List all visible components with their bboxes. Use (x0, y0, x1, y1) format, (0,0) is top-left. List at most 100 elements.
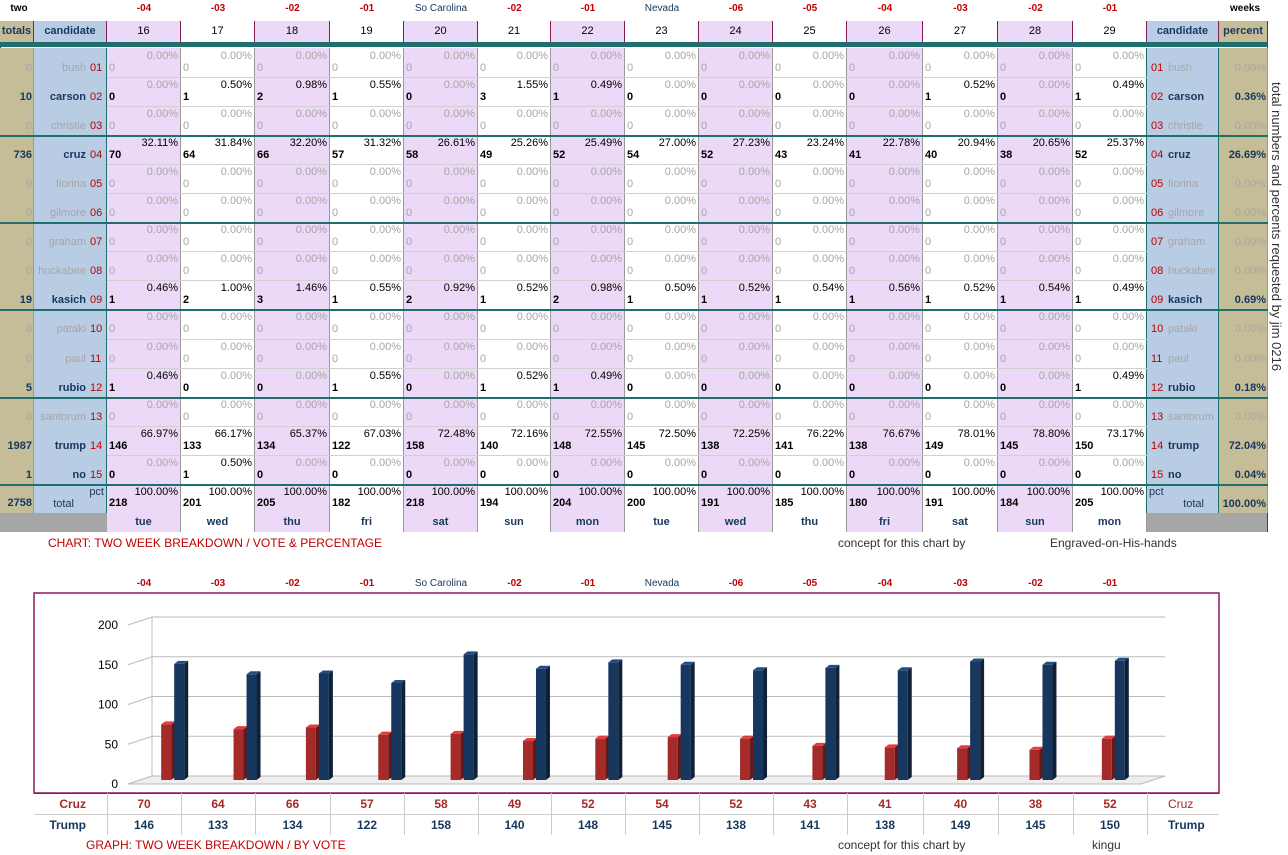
day-votes: 0 (701, 323, 708, 336)
candidate-percent: 0.69% (1234, 294, 1266, 307)
day-votes: 0 (553, 120, 560, 133)
day-percent: 0.00% (443, 311, 475, 324)
day-percent: 0.00% (1038, 253, 1070, 266)
day-votes: 0 (849, 62, 856, 74)
row-line (107, 251, 1147, 253)
day-percent: 0.98% (590, 282, 622, 295)
day-percent: 32.20% (289, 137, 327, 150)
day-percent: 0.00% (812, 369, 844, 382)
day-percent: 65.37% (289, 427, 327, 440)
day-percent: 0.00% (146, 50, 178, 62)
series-value: 38 (1028, 797, 1043, 811)
row-line (107, 425, 1147, 427)
day-percent: 0.54% (1038, 282, 1070, 295)
series-value: 149 (950, 818, 971, 832)
day-votes: 0 (1000, 236, 1007, 249)
day-votes: 0 (849, 381, 856, 394)
day-votes: 0 (775, 352, 782, 365)
day-percent: 0.00% (1038, 195, 1070, 208)
day-votes: 0 (480, 410, 487, 423)
bar-trump (391, 680, 406, 780)
row-line (107, 367, 1147, 369)
day-votes: 0 (257, 468, 264, 481)
day-votes: 0 (109, 352, 116, 365)
day-percent: 0.00% (888, 398, 920, 411)
day-votes: 0 (701, 410, 708, 423)
header-divider (0, 42, 1268, 47)
day-votes: 0 (553, 236, 560, 249)
day-votes: 0 (1075, 323, 1082, 336)
candidate-name: carson (1168, 91, 1205, 104)
day-percent: 66.17% (214, 427, 252, 440)
day-total-votes: 218 (109, 496, 128, 509)
column-header: 23 (625, 21, 699, 42)
day-total-percent: 100.00% (134, 485, 178, 498)
day-votes: 0 (627, 120, 634, 133)
day-votes: 70 (109, 149, 122, 162)
bar-trump (318, 670, 333, 780)
day-percent: 0.00% (963, 340, 995, 353)
day-percent: 0.00% (443, 398, 475, 411)
vote-bar-chart: 0 50 100 150 200 (33, 592, 1220, 794)
day-percent: 0.56% (888, 282, 920, 295)
day-votes: 0 (183, 381, 190, 394)
day-offset-label: -01 (359, 3, 375, 14)
weekday-label: fri (847, 512, 923, 532)
day-votes: 0 (257, 381, 264, 394)
graph-day-label: -03 (953, 578, 968, 589)
column-header: 26 (847, 21, 923, 42)
day-votes: 0 (775, 62, 782, 74)
day-percent: 0.00% (369, 340, 401, 353)
day-percent: 0.00% (738, 224, 770, 237)
day-percent: 0.00% (220, 253, 252, 266)
day-votes: 58 (406, 149, 419, 162)
candidate-number: 06 (1151, 207, 1164, 220)
bar-cruz (595, 735, 610, 780)
day-votes: 0 (480, 352, 487, 365)
day-percent: 0.00% (1112, 340, 1144, 353)
day-votes: 150 (1075, 439, 1094, 452)
day-votes: 0 (627, 236, 634, 249)
day-votes: 0 (925, 265, 932, 278)
day-votes: 0 (480, 468, 487, 481)
day-percent: 0.00% (664, 166, 696, 179)
day-percent: 27.00% (658, 137, 696, 150)
day-percent: 0.00% (146, 311, 178, 324)
day-percent: 0.00% (295, 456, 327, 469)
candidate-percent: 0.00% (1234, 410, 1266, 423)
day-votes: 0 (183, 265, 190, 278)
day-votes: 0 (332, 265, 339, 278)
day-votes: 43 (775, 149, 788, 162)
day-percent: 0.92% (443, 282, 475, 295)
day-votes: 0 (257, 265, 264, 278)
candidate-total: 19 (19, 294, 32, 307)
day-votes: 0 (406, 410, 413, 423)
column-bg (1073, 48, 1147, 513)
day-votes: 0 (849, 468, 856, 481)
candidate-percent: 0.00% (1234, 120, 1266, 133)
label-weeks: weeks (1229, 3, 1261, 14)
day-percent: 0.00% (1112, 224, 1144, 237)
day-percent: 76.22% (806, 427, 844, 440)
side-note: total numbers and percents requested by … (1269, 82, 1284, 372)
day-percent: 0.00% (369, 253, 401, 266)
day-total-votes: 205 (1075, 496, 1094, 509)
candidate-number: 01 (1151, 62, 1164, 74)
day-percent: 0.49% (1112, 369, 1144, 382)
candidate-number: 07 (1151, 236, 1164, 249)
day-votes: 0 (849, 265, 856, 278)
candidate-name: bush (1168, 62, 1192, 74)
candidate-percent: 0.00% (1234, 352, 1266, 365)
candidate-total: 0 (25, 352, 32, 365)
series-value: 150 (1099, 818, 1121, 832)
day-percent: 0.50% (220, 456, 252, 469)
day-votes: 0 (925, 178, 932, 191)
candidate-name: trump (54, 439, 86, 452)
candidate-total: 0 (25, 236, 32, 249)
day-percent: 0.00% (888, 253, 920, 266)
day-votes: 0 (183, 323, 190, 336)
day-votes: 0 (480, 178, 487, 191)
day-votes: 0 (332, 178, 339, 191)
graph-table-frame (34, 793, 1219, 836)
day-percent: 0.00% (664, 253, 696, 266)
